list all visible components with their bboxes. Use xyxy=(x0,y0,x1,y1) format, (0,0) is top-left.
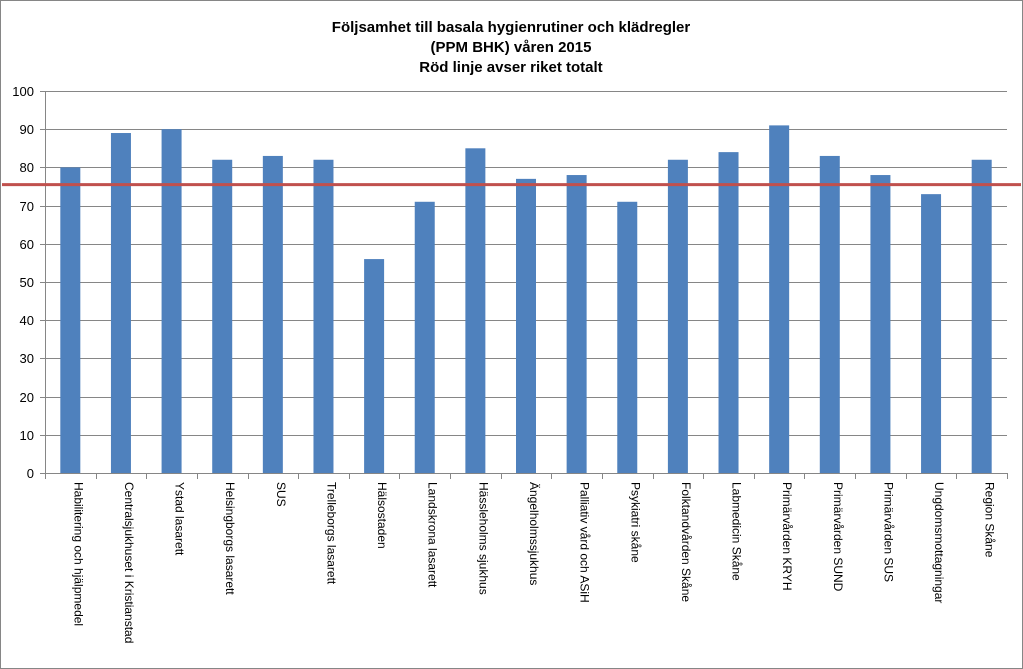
category-label: Region Skåne xyxy=(983,482,997,558)
y-tick-labels: 0 10 20 30 40 50 60 70 80 90 100 xyxy=(12,84,34,481)
y-tick-label: 20 xyxy=(20,390,34,405)
bar xyxy=(212,159,233,473)
category-label: SUS xyxy=(274,482,288,507)
y-tick-label: 50 xyxy=(20,275,34,290)
category-label: Habilitering och hjälpmedel xyxy=(71,482,85,626)
category-label: Primärvården SUND xyxy=(831,482,845,592)
bars xyxy=(60,125,992,474)
bar xyxy=(516,178,536,474)
category-label: Psykiatri skåne xyxy=(628,482,642,563)
axes xyxy=(45,91,1008,479)
bar xyxy=(971,159,992,473)
category-label: Centralsjukhuset i Kristianstad xyxy=(122,482,136,643)
bar xyxy=(161,129,182,473)
bar xyxy=(262,155,283,473)
category-label: Landskrona lasarett xyxy=(426,482,440,588)
y-tick-label: 40 xyxy=(20,313,34,328)
category-label: Hässleholms sjukhus xyxy=(476,482,490,595)
category-label: Primärvården SUS xyxy=(881,482,895,582)
bar xyxy=(414,201,435,473)
chart-title-line-1: Följsamhet till basala hygienrutiner och… xyxy=(332,19,691,36)
y-tick-label: 30 xyxy=(20,351,34,366)
category-label: Palliativ vård och ASiH xyxy=(578,482,592,603)
bar xyxy=(60,167,81,473)
category-label: Labmedicin Skåne xyxy=(730,482,744,581)
category-label: Hälsostaden xyxy=(375,482,389,549)
category-label: Primärvården KRYH xyxy=(780,482,794,590)
x-tick-labels: Habilitering och hjälpmedel Centralsjukhu… xyxy=(71,482,996,643)
bar xyxy=(364,259,385,473)
category-label: Ängelholmssjukhus xyxy=(527,482,541,585)
bar xyxy=(110,133,131,473)
bar xyxy=(921,194,942,473)
y-tick-label: 80 xyxy=(20,160,34,175)
y-tick-label: 70 xyxy=(20,199,34,214)
y-tick-label: 100 xyxy=(12,84,34,99)
category-label: Trelleborgs lasarett xyxy=(324,482,338,585)
y-tick-label: 60 xyxy=(20,237,34,252)
bar xyxy=(465,148,486,474)
bar xyxy=(819,155,840,473)
category-label: Folktandvården Skåne xyxy=(679,482,693,602)
chart-title-line-3: Röd linje avser riket totalt xyxy=(419,59,602,76)
bar xyxy=(313,159,334,473)
bar xyxy=(667,159,688,473)
bar xyxy=(718,152,739,473)
y-tick-label: 10 xyxy=(20,428,34,443)
category-label: Ungdomsmottagningar xyxy=(932,482,946,603)
bar xyxy=(769,125,790,473)
category-label: Helsingborgs lasarett xyxy=(223,482,237,595)
category-label: Ystad lasarett xyxy=(173,482,187,556)
y-tick-label: 90 xyxy=(20,122,34,137)
chart-title-line-2: (PPM BHK) våren 2015 xyxy=(431,39,592,56)
bar xyxy=(870,175,891,474)
y-tick-label: 0 xyxy=(27,466,34,481)
bar xyxy=(617,201,638,473)
bar xyxy=(566,175,587,474)
